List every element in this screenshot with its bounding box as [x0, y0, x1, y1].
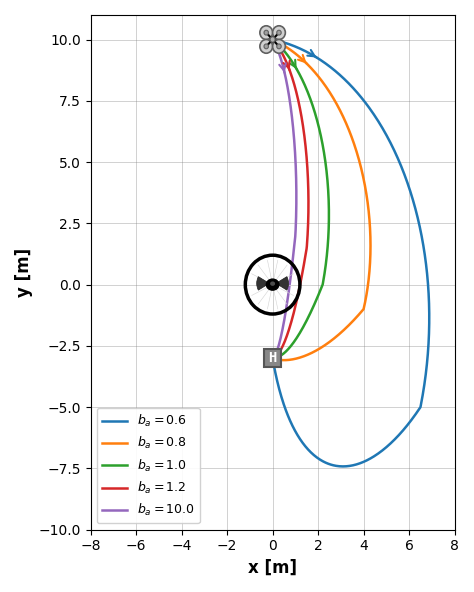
Wedge shape [276, 276, 289, 290]
Circle shape [277, 30, 281, 35]
Circle shape [273, 40, 285, 53]
Ellipse shape [270, 281, 275, 286]
Text: H: H [268, 351, 277, 365]
Circle shape [264, 30, 268, 35]
Legend: $b_a = 0.6$, $b_a = 0.8$, $b_a = 1.0$, $b_a = 1.2$, $b_a = 10.0$: $b_a = 0.6$, $b_a = 0.8$, $b_a = 1.0$, $… [97, 408, 200, 523]
Circle shape [273, 26, 285, 40]
Circle shape [260, 40, 273, 53]
Wedge shape [257, 276, 269, 290]
Ellipse shape [266, 279, 279, 290]
Circle shape [260, 26, 273, 40]
FancyBboxPatch shape [264, 349, 281, 368]
Circle shape [277, 44, 281, 49]
Circle shape [270, 37, 275, 43]
Circle shape [264, 44, 268, 49]
X-axis label: x [m]: x [m] [248, 559, 297, 577]
Y-axis label: y [m]: y [m] [15, 248, 33, 297]
